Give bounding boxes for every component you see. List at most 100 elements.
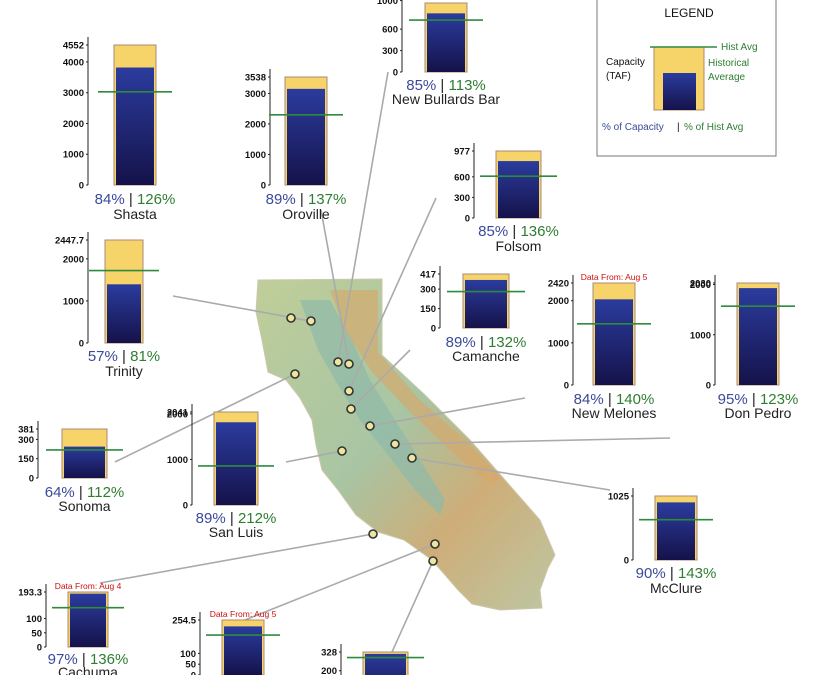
sonoma-storage-bar — [64, 446, 105, 478]
san-luis-name-label: San Luis — [209, 524, 263, 540]
trinity-map-marker[interactable] — [306, 316, 316, 326]
mcclure-tick-label: 0 — [624, 556, 629, 567]
san-luis-pct-separator: | — [226, 510, 238, 527]
new-bullards-bar-map-marker[interactable] — [333, 357, 343, 367]
camanche-tick-label: 150 — [420, 304, 436, 315]
oroville-chart: 3538 3000 2000 1000 089% | 137%Oroville — [245, 69, 346, 222]
sonoma-name-label: Sonoma — [58, 498, 110, 514]
unnamed-13-leader-line — [391, 560, 434, 653]
leader-lines — [99, 71, 671, 653]
cachuma-leader-line — [99, 533, 374, 584]
san-luis-tick-label: 2041 — [167, 408, 189, 419]
unnamed-12-leader-line — [244, 543, 436, 621]
mcclure-name-label: McClure — [650, 580, 702, 596]
don-pedro-storage-bar — [739, 288, 777, 385]
cachuma-storage-bar — [70, 593, 106, 647]
oroville-percent-row: 89% | 137% — [266, 191, 347, 208]
new-bullards-bar-chart: 1000 600 300 0 85% | 113%New Bullards Bar — [377, 0, 500, 107]
new-melones-pct-capacity: 84% — [574, 391, 604, 408]
trinity-pct-hist: 81% — [130, 348, 160, 365]
mcclure-pct-capacity: 90% — [636, 565, 666, 582]
folsom-pct-separator: | — [508, 223, 520, 240]
oroville-tick-label: 0 — [261, 181, 266, 192]
unnamed-13-map-marker[interactable] — [428, 556, 438, 566]
cachuma-map-marker[interactable] — [368, 529, 378, 539]
folsom-percent-row: 85% | 136% — [478, 223, 559, 240]
oroville-pct-capacity: 89% — [266, 191, 296, 208]
unnamed-12-storage-bar — [224, 626, 262, 675]
don-pedro-name-label: Don Pedro — [725, 405, 792, 421]
trinity-tick-label: 2447.7 — [55, 236, 84, 247]
reservoir-markers — [286, 313, 440, 566]
shasta-pct-hist: 126% — [137, 191, 175, 208]
shasta-storage-bar — [116, 67, 154, 185]
oroville-storage-bar — [287, 88, 325, 185]
unnamed-12-tick-label: 254.5 — [172, 616, 196, 627]
camanche-percent-row: 89% | 132% — [446, 334, 527, 351]
new-bullards-bar-tick-label: 0 — [393, 68, 398, 79]
unnamed-13-tick-label: 200 — [321, 666, 337, 675]
folsom-name-label: Folsom — [496, 238, 542, 254]
san-luis-map-marker[interactable] — [337, 446, 347, 456]
mcclure-tick-label: 1025 — [608, 492, 630, 503]
don-pedro-leader-line — [394, 437, 671, 445]
don-pedro-map-marker[interactable] — [390, 439, 400, 449]
new-melones-name-label: New Melones — [572, 405, 657, 421]
new-melones-data-note: Data From: Aug 5 — [581, 272, 648, 282]
legend-hist-avg-label: Hist Avg — [721, 42, 758, 53]
new-bullards-bar-storage-bar — [427, 13, 465, 72]
cachuma-pct-capacity: 97% — [48, 651, 78, 668]
oroville-tick-label: 3538 — [245, 73, 266, 84]
camanche-storage-bar — [465, 279, 507, 328]
trinity-percent-row: 57% | 81% — [88, 348, 160, 365]
camanche-map-marker[interactable] — [346, 404, 356, 414]
mcclure-chart: 1025 0 90% | 143%McClure — [608, 488, 716, 596]
new-bullards-bar-name-label: New Bullards Bar — [392, 91, 500, 107]
legend: LEGEND Hist Avg Capacity (TAF) Historica… — [596, 0, 777, 157]
folsom-map-marker[interactable] — [344, 386, 354, 396]
oroville-leader-line — [320, 209, 350, 365]
cachuma-tick-label: 193.3 — [18, 588, 42, 599]
new-bullards-bar-tick-label: 300 — [382, 46, 398, 57]
sonoma-tick-label: 0 — [29, 474, 34, 485]
don-pedro-percent-row: 95% | 123% — [718, 391, 799, 408]
shasta-tick-label: 3000 — [63, 88, 84, 99]
folsom-leader-line — [348, 197, 437, 392]
folsom-tick-label: 977 — [454, 147, 470, 158]
mcclure-map-marker[interactable] — [407, 453, 417, 463]
new-melones-map-marker[interactable] — [365, 421, 375, 431]
don-pedro-pct-separator: | — [748, 391, 760, 408]
sonoma-tick-label: 300 — [18, 435, 34, 446]
unnamed-12-map-marker[interactable] — [430, 539, 440, 549]
cachuma-chart: 193.3 100 50 0 Data From: Aug 4 97% | 136%Cac… — [18, 581, 128, 675]
cachuma-tick-label: 0 — [37, 643, 42, 654]
legend-average-label: Average — [708, 72, 746, 83]
shasta-pct-capacity: 84% — [95, 191, 125, 208]
folsom-pct-capacity: 85% — [478, 223, 508, 240]
trinity-chart: 2447.7 2000 1000 0 57% | 81%Trinity — [55, 232, 160, 379]
new-melones-percent-row: 84% | 140% — [574, 391, 655, 408]
camanche-tick-label: 300 — [420, 285, 436, 296]
camanche-chart: 417 300 150 0 89% | 132%Camanche — [420, 266, 526, 364]
legend-pct-capacity: % of Capacity — [602, 122, 664, 133]
shasta-tick-label: 0 — [79, 181, 84, 192]
oroville-tick-label: 2000 — [245, 119, 266, 130]
don-pedro-pct-hist: 123% — [760, 391, 798, 408]
don-pedro-tick-label: 2030 — [690, 279, 711, 290]
mcclure-percent-row: 90% | 143% — [636, 565, 717, 582]
unnamed-12-data-note: Data From: Aug 5 — [210, 609, 277, 619]
new-melones-storage-bar — [595, 299, 633, 385]
folsom-pct-hist: 136% — [520, 223, 558, 240]
new-bullards-bar-percent-row: 85% | 113% — [406, 77, 486, 94]
trinity-pct-capacity: 57% — [88, 348, 118, 365]
cachuma-tick-label: 50 — [31, 628, 42, 639]
shasta-map-marker[interactable] — [286, 313, 296, 323]
oroville-map-marker[interactable] — [344, 359, 354, 369]
trinity-name-label: Trinity — [105, 363, 143, 379]
sonoma-map-marker[interactable] — [290, 369, 300, 379]
oroville-name-label: Oroville — [282, 206, 330, 222]
